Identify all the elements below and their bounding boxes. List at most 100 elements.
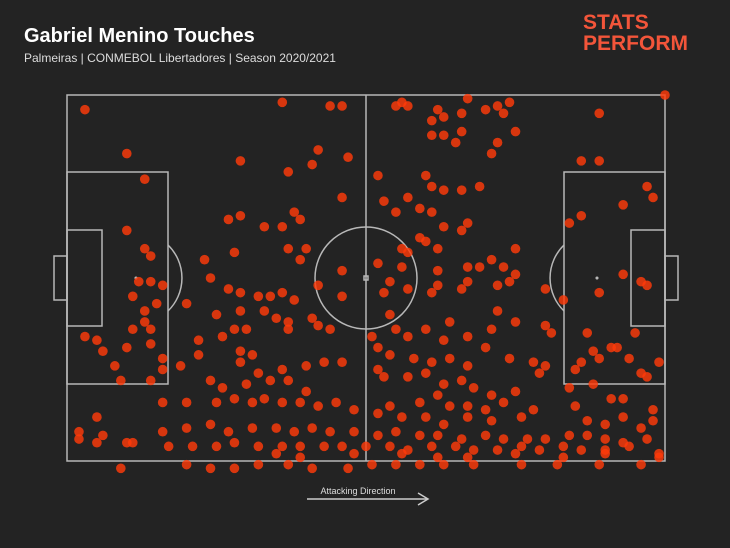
touch-point	[468, 459, 479, 470]
touch-point	[391, 324, 401, 335]
touch-point	[438, 459, 449, 470]
annotation: Attacking Direction	[320, 486, 395, 496]
touch-point	[127, 324, 138, 335]
touch-point	[229, 324, 240, 335]
touch-point	[122, 342, 132, 353]
touch-point	[253, 291, 264, 302]
touch-point	[421, 412, 431, 422]
touch-point	[456, 284, 467, 294]
touch-point	[403, 331, 413, 342]
touch-point	[528, 357, 539, 367]
touch-point	[456, 185, 467, 195]
touch-point	[259, 221, 270, 232]
touch-point	[636, 423, 646, 433]
touch-point	[504, 97, 515, 108]
touch-point	[325, 324, 335, 335]
touch-point	[403, 284, 413, 294]
touch-point	[594, 353, 605, 364]
touch-point	[241, 324, 252, 335]
touch-point	[432, 265, 443, 276]
touch-point	[492, 306, 503, 316]
chart-subtitle: Palmeiras | CONMEBOL Libertadores | Seas…	[24, 51, 336, 65]
touch-point	[331, 397, 341, 408]
touch-point	[367, 331, 377, 342]
touch-point	[116, 463, 126, 474]
touch-point	[80, 104, 90, 115]
touch-point	[92, 335, 102, 346]
touch-point	[127, 437, 138, 448]
touch-point	[642, 280, 652, 291]
touch-point	[492, 137, 503, 148]
touch-point	[432, 104, 443, 115]
touch-point	[480, 104, 491, 115]
touch-point	[74, 426, 84, 437]
touch-point	[337, 101, 347, 111]
touch-point	[337, 441, 347, 452]
touch-point	[456, 225, 467, 236]
touch-point	[289, 295, 300, 305]
touch-point	[510, 243, 521, 254]
touch-point	[247, 350, 258, 360]
touch-point	[277, 364, 288, 375]
touch-point	[486, 390, 497, 400]
touch-point	[229, 463, 240, 474]
touch-point	[307, 423, 317, 433]
touch-point	[133, 276, 144, 287]
touch-point	[450, 441, 461, 452]
touch-point	[492, 280, 503, 291]
touch-point	[253, 441, 264, 452]
touch-point	[253, 459, 264, 470]
touch-point	[426, 357, 437, 367]
touch-point	[163, 441, 174, 452]
touch-point	[546, 328, 557, 338]
touch-point	[432, 280, 443, 291]
touch-point	[648, 192, 658, 203]
touch-point	[492, 101, 503, 111]
touch-point	[480, 430, 491, 441]
touch-point	[223, 214, 234, 225]
touch-point	[618, 393, 628, 404]
touch-point	[540, 434, 551, 444]
touch-point	[373, 342, 383, 353]
touch-point	[426, 115, 437, 126]
touch-point	[438, 112, 449, 122]
touch-point	[403, 101, 413, 111]
touch-point	[187, 441, 198, 452]
touch-point	[325, 101, 335, 111]
touch-point	[492, 445, 503, 455]
touch-point	[205, 463, 216, 474]
touch-point	[319, 441, 329, 452]
touch-point	[211, 441, 222, 452]
touch-point	[576, 357, 587, 367]
touch-point	[373, 408, 383, 419]
touch-point	[379, 196, 389, 206]
touch-point	[301, 243, 312, 254]
touch-point	[223, 284, 234, 294]
touch-point	[606, 342, 616, 353]
touch-point	[438, 335, 449, 346]
touch-point	[397, 412, 407, 422]
touch-point	[630, 328, 640, 338]
touch-point	[157, 280, 168, 291]
touch-point	[367, 459, 377, 470]
touch-point	[283, 324, 294, 335]
touch-point	[217, 383, 228, 393]
touch-point	[295, 441, 306, 452]
touch-point	[462, 93, 473, 104]
touch-point	[636, 368, 646, 378]
touch-point	[145, 339, 156, 349]
touch-point	[199, 254, 210, 265]
logo-line: PERFORM	[583, 32, 688, 55]
touch-point	[462, 412, 473, 422]
touch-point	[498, 397, 509, 408]
touch-point	[540, 361, 551, 371]
touch-point	[456, 434, 467, 444]
touch-point	[265, 291, 276, 302]
touch-point	[283, 167, 294, 177]
touch-point	[122, 148, 132, 159]
touch-point	[325, 426, 335, 437]
touch-point	[373, 170, 383, 181]
touch-point	[618, 200, 628, 210]
touch-point	[349, 426, 359, 437]
touch-point	[295, 214, 306, 225]
